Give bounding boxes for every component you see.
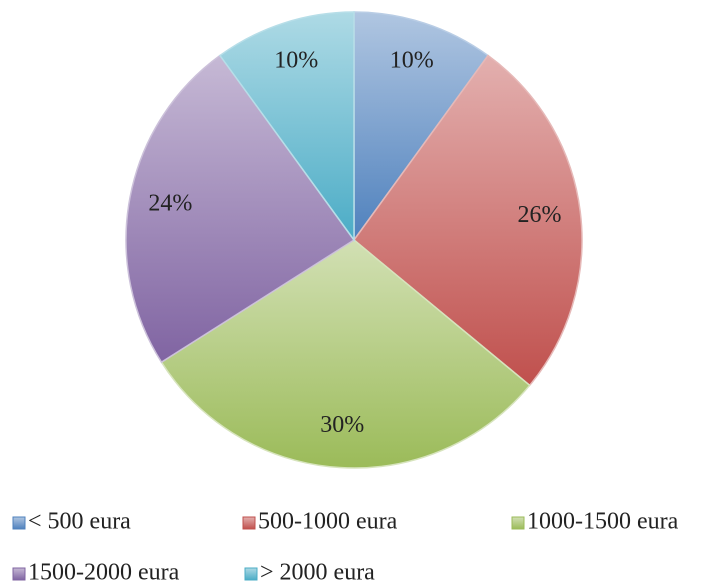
legend-label: > 2000 eura: [260, 560, 375, 586]
data-label: 10%: [390, 48, 434, 74]
data-label: 24%: [148, 190, 192, 216]
legend-label: < 500 eura: [28, 509, 131, 535]
pie-slice: [353, 11, 490, 243]
legend-swatch: [242, 516, 256, 530]
legend-swatch: [12, 516, 26, 530]
legend-label: 1000-1500 eura: [527, 509, 679, 535]
data-label: 30%: [320, 412, 364, 438]
legend-swatch: [244, 567, 258, 581]
pie-slice: [125, 54, 356, 364]
data-label: 10%: [274, 48, 318, 74]
data-label: 26%: [517, 202, 561, 228]
legend-swatch: [511, 516, 525, 530]
legend-label: 1500-2000 eura: [28, 560, 180, 586]
pie-slice: [352, 54, 583, 387]
pie-slice: [160, 239, 531, 469]
pie-slice: [218, 11, 355, 243]
legend-label: 500-1000 eura: [258, 509, 398, 535]
legend-swatch: [12, 567, 26, 581]
